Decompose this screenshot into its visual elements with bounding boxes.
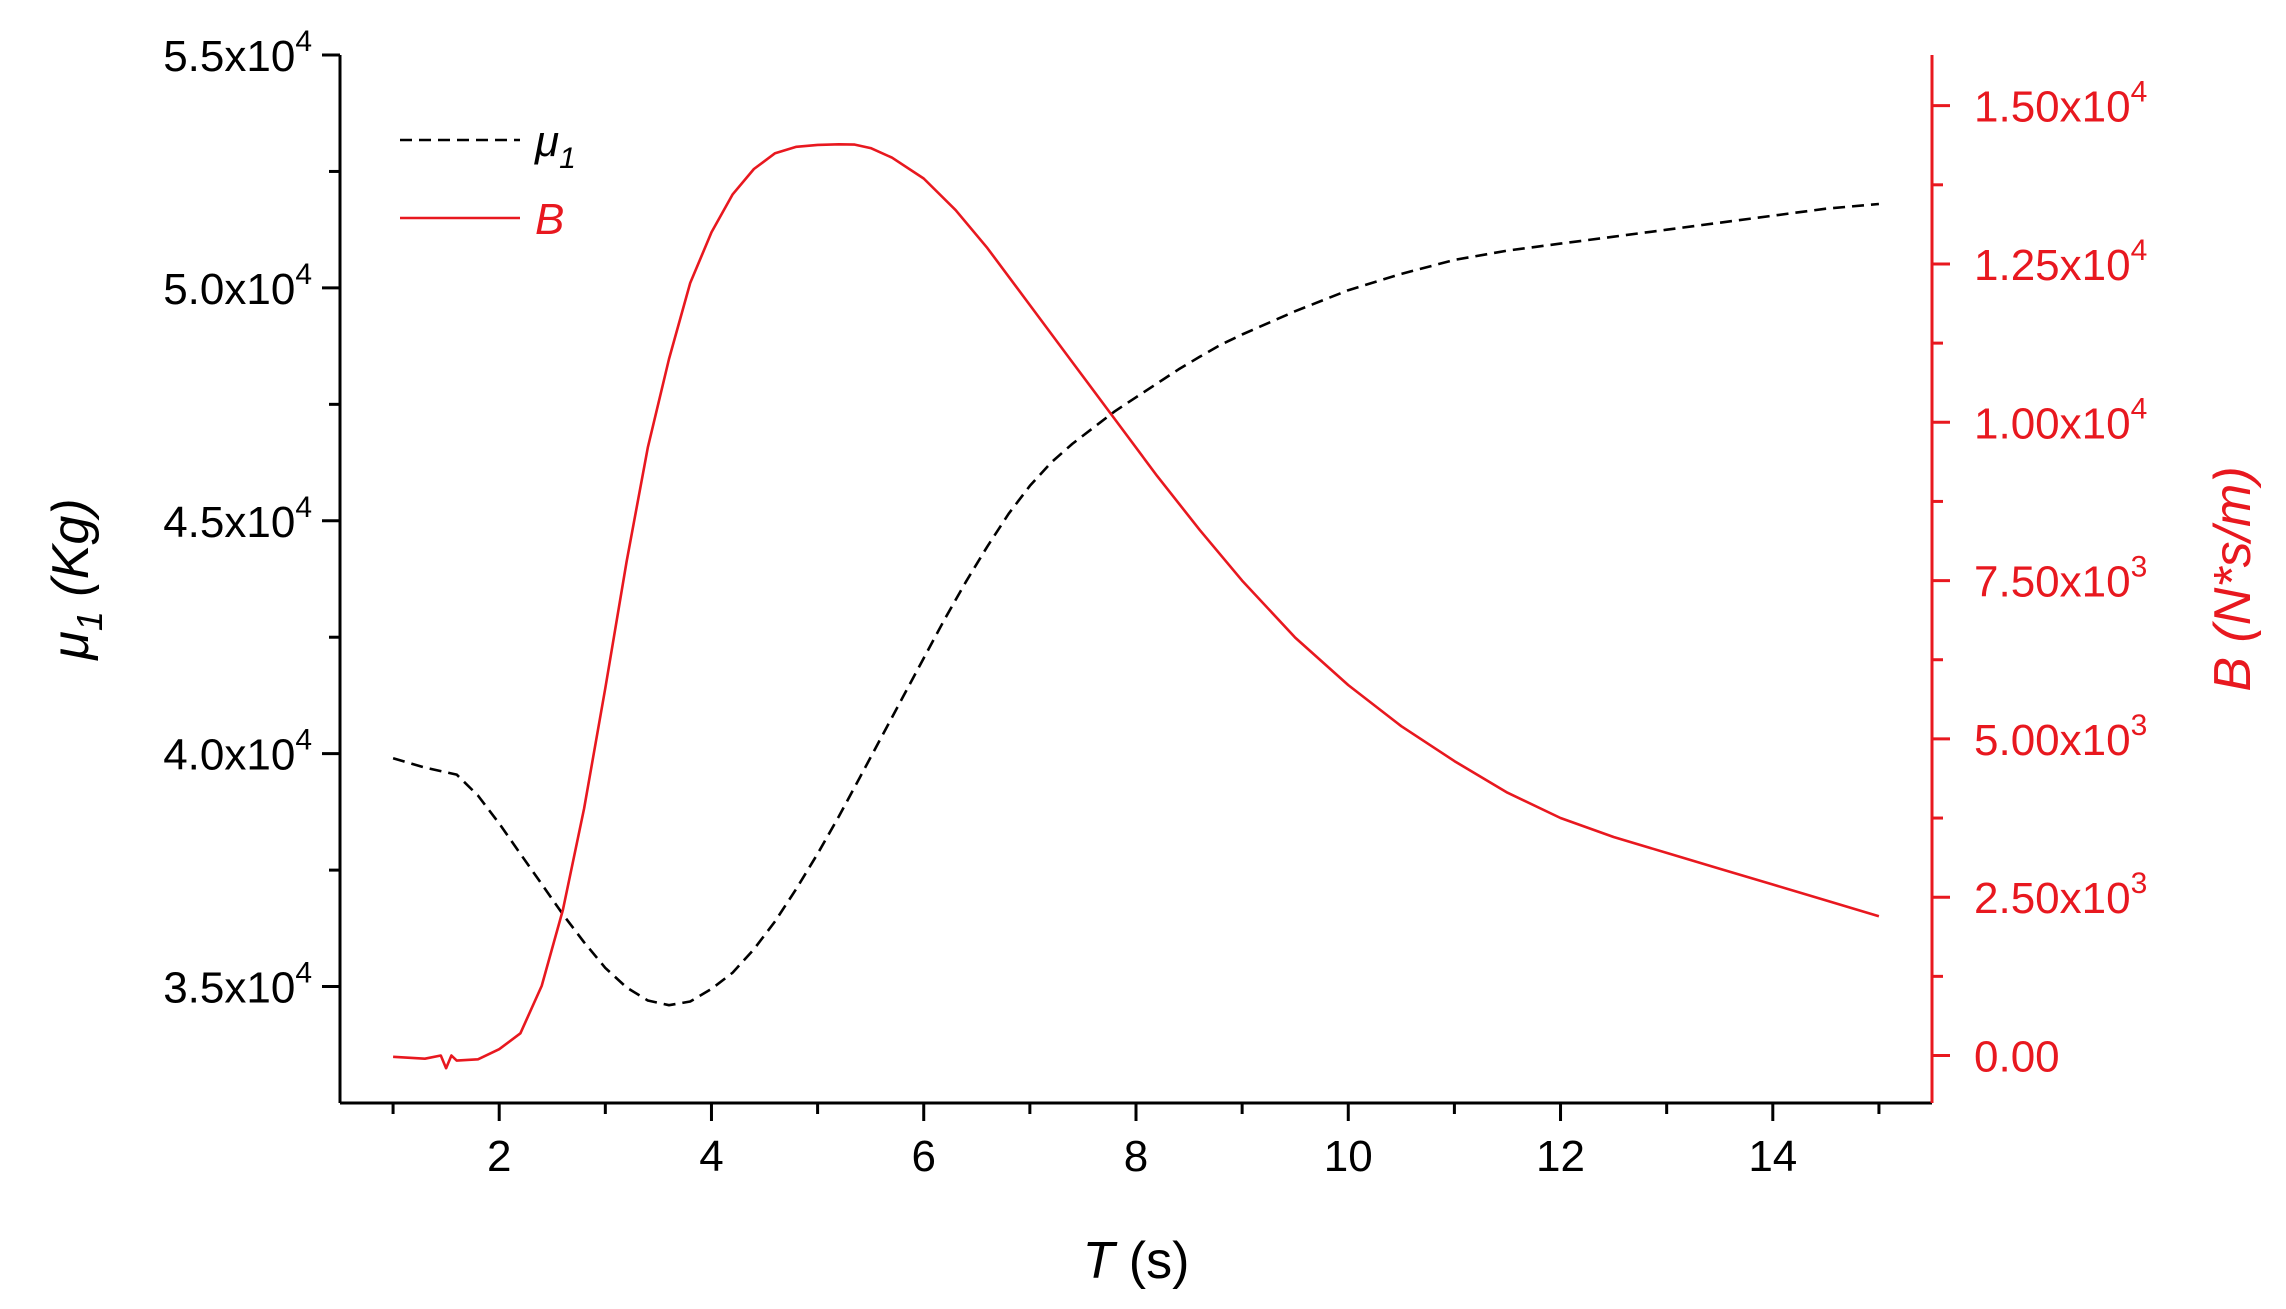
y-right-axis-title: B (N*s/m) xyxy=(2204,466,2262,691)
tick-exponent: 4 xyxy=(295,491,312,524)
series-layer xyxy=(392,143,1880,1070)
y-left-axis-unit: (Kg) xyxy=(42,498,100,596)
y-right-axis-unit: (N*s/m) xyxy=(2204,466,2262,642)
x-axis-var: T xyxy=(1083,1232,1118,1290)
tick-mantissa: 1.00x10 xyxy=(1974,399,2131,448)
legend-label-mu1-sub: 1 xyxy=(559,142,576,175)
tick-mantissa: 5.5x10 xyxy=(163,32,295,81)
tick-exponent: 4 xyxy=(2131,234,2148,267)
tick-label-layer: 2 4 6 8 10 12 143.5x1044.0x1044.5x1045.0x1045.… xyxy=(163,25,2147,1181)
y-right-tick-label: 0.00 xyxy=(1974,1033,2060,1082)
y-left-axis-sub: 1 xyxy=(69,611,110,631)
tick-mantissa: 3.5x10 xyxy=(163,964,295,1013)
legend: μ1 B xyxy=(400,117,576,244)
x-tick-label: 10 xyxy=(1324,1132,1373,1181)
tick-exponent: 4 xyxy=(295,957,312,990)
tick-exponent: 3 xyxy=(2131,867,2148,900)
tick-mantissa: 4.0x10 xyxy=(163,731,295,780)
tick-exponent: 4 xyxy=(2131,76,2148,109)
y-right-tick-label: 1.50x104 xyxy=(1974,76,2147,132)
series-line-b xyxy=(393,143,1880,1070)
x-tick-label: 6 xyxy=(911,1132,935,1181)
legend-label-mu1-name: μ xyxy=(534,117,559,166)
x-tick-label: 8 xyxy=(1124,1132,1148,1181)
y-right-tick-label: 1.00x104 xyxy=(1974,392,2147,448)
y-left-axis-title: μ1 (Kg) xyxy=(42,498,110,661)
tick-mantissa: 5.0x10 xyxy=(163,265,295,314)
x-tick-label: 12 xyxy=(1536,1132,1585,1181)
tick-exponent: 4 xyxy=(295,258,312,291)
x-axis-title: T (s) xyxy=(1083,1232,1190,1290)
axes-layer xyxy=(322,53,1950,1121)
x-axis-unit: (s) xyxy=(1129,1232,1190,1290)
legend-label-mu1: μ1 xyxy=(534,117,576,175)
y-right-tick-label: 7.50x103 xyxy=(1974,551,2147,607)
y-right-tick-label: 2.50x103 xyxy=(1974,867,2147,923)
axis-title-layer: T (s) μ1 (Kg) B (N*s/m) xyxy=(42,466,2262,1290)
y-left-tick-label: 4.0x104 xyxy=(163,724,312,780)
x-tick-label: 2 xyxy=(487,1132,511,1181)
y-right-axis-var: B xyxy=(2204,657,2262,692)
x-tick-label: 4 xyxy=(699,1132,723,1181)
tick-mantissa: 1.50x10 xyxy=(1974,83,2131,132)
tick-exponent: 3 xyxy=(2131,551,2148,584)
y-left-tick-label: 5.0x104 xyxy=(163,258,312,314)
tick-exponent: 3 xyxy=(2131,709,2148,742)
x-tick-label: 14 xyxy=(1748,1132,1797,1181)
tick-mantissa: 7.50x10 xyxy=(1974,558,2131,607)
legend-label-b: B xyxy=(535,195,564,244)
y-right-tick-label: 1.25x104 xyxy=(1974,234,2147,290)
tick-exponent: 4 xyxy=(295,724,312,757)
y-left-tick-label: 4.5x104 xyxy=(163,491,312,547)
tick-mantissa: 4.5x10 xyxy=(163,498,295,547)
series-line-mu1 xyxy=(392,202,1880,1007)
tick-mantissa: 2.50x10 xyxy=(1974,874,2131,923)
tick-mantissa: 0.00 xyxy=(1974,1033,2060,1082)
tick-exponent: 4 xyxy=(2131,392,2148,425)
y-left-tick-label: 5.5x104 xyxy=(163,25,312,81)
y-right-tick-label: 5.00x103 xyxy=(1974,709,2147,765)
y-left-axis-var: μ xyxy=(42,631,100,662)
y-left-tick-label: 3.5x104 xyxy=(163,957,312,1013)
tick-mantissa: 5.00x10 xyxy=(1974,716,2131,765)
tick-mantissa: 1.25x10 xyxy=(1974,241,2131,290)
tick-exponent: 4 xyxy=(295,25,312,58)
